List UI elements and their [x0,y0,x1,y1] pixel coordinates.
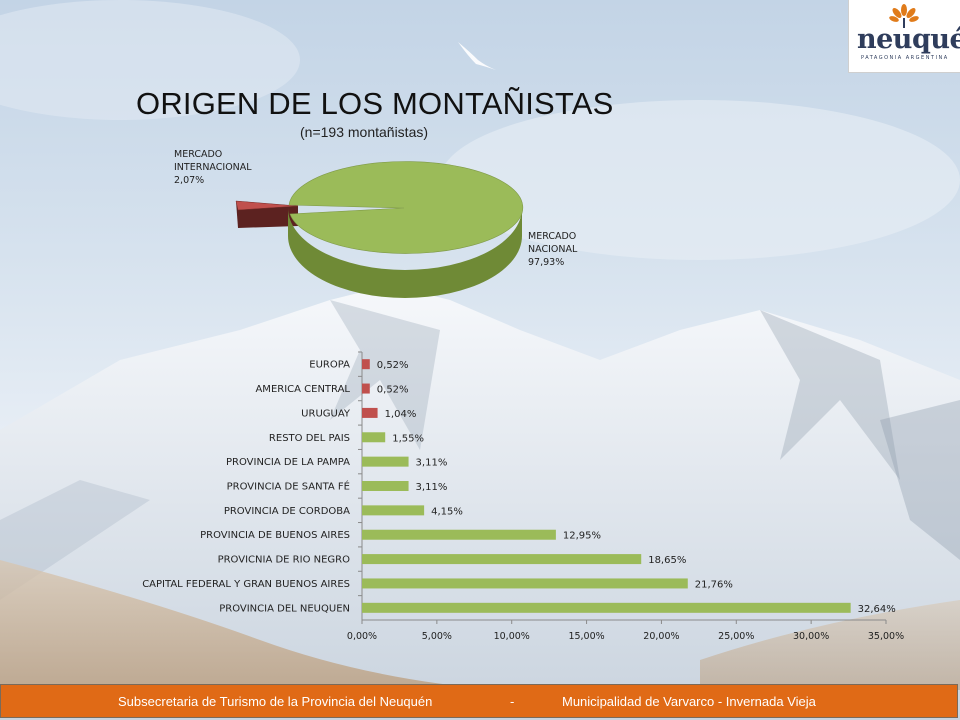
chart-title: ORIGEN DE LOS MONTAÑISTAS [136,86,614,121]
category-label: EUROPA [309,360,350,371]
bar [362,407,378,418]
bar [362,481,409,491]
chart-subtitle: (n=193 montañistas) [300,124,429,140]
category-label: AMERICA CENTRAL [255,384,350,395]
category-label: URUGUAY [301,408,351,419]
pie-label-value: 97,93% [528,257,565,268]
category-label: RESTO DEL PAIS [269,433,350,444]
bar [362,359,370,370]
footer-right-text: Municipalidad de Varvarco - Invernada Vi… [562,694,816,709]
x-tick-label: 15,00% [568,631,604,642]
x-tick-label: 10,00% [494,631,530,642]
pie-label-line: NACIONAL [528,244,578,255]
logo-tagline: PATAGONIA ARGENTINA [861,55,949,61]
bar [362,602,851,613]
category-label: PROVINCIA DE BUENOS AIRES [200,530,350,541]
x-tick-label: 35,00% [868,631,904,642]
data-label: 18,65% [648,555,686,566]
data-label: 1,55% [392,433,424,444]
data-label: 4,15% [431,506,463,517]
neuquen-logo: neuquén PATAGONIA ARGENTINA [848,0,960,73]
data-label: 32,64% [858,604,896,615]
category-label: PROVINCIA DEL NEUQUEN [219,603,350,614]
category-label: CAPITAL FEDERAL Y GRAN BUENOS AIRES [142,579,350,590]
logo-wordmark: neuquén [857,24,960,55]
pie-label-line: MERCADO [174,149,223,160]
bar [362,554,642,565]
pie-label-line: INTERNACIONAL [174,162,252,173]
footer-separator: - [510,694,515,709]
category-label: PROVINCIA DE SANTA FÉ [227,480,350,493]
category-label: PROVICNIA DE RIO NEGRO [218,555,351,566]
bar [362,529,556,540]
x-tick-label: 30,00% [793,631,829,642]
category-label: PROVINCIA DE CORDOBA [224,506,350,517]
data-label: 3,11% [416,458,448,469]
pie-slice-nacional [288,161,524,254]
footer-bar: Subsecretaria de Turismo de la Provincia… [0,684,958,718]
data-label: 0,52% [377,385,409,396]
bar [362,505,425,516]
pie-label-value: 2,07% [174,175,205,186]
bar [362,456,409,467]
x-tick-label: 0,00% [347,631,377,642]
pie-slice-internacional [235,200,299,211]
bar [362,432,386,443]
pie-label-nacional: MERCADO NACIONAL 97,93% [528,230,577,269]
data-label: 3,11% [416,482,448,493]
pie-label-internacional: MERCADO INTERNACIONAL 2,07% [174,148,252,187]
data-label: 1,04% [385,409,417,420]
bar [362,578,688,589]
footer-left-text: Subsecretaria de Turismo de la Provincia… [118,694,433,709]
sun-flower-icon [889,4,919,28]
bar [362,383,370,394]
data-label: 0,52% [377,360,409,371]
category-label: PROVINCIA DE LA PAMPA [226,457,350,468]
x-tick-label: 20,00% [643,631,679,642]
x-tick-label: 5,00% [422,631,452,642]
pie-label-line: MERCADO [528,231,577,242]
x-tick-label: 25,00% [718,631,754,642]
data-label: 12,95% [563,531,601,542]
pie-slice-nacional-side [288,208,522,298]
data-label: 21,76% [695,579,733,590]
